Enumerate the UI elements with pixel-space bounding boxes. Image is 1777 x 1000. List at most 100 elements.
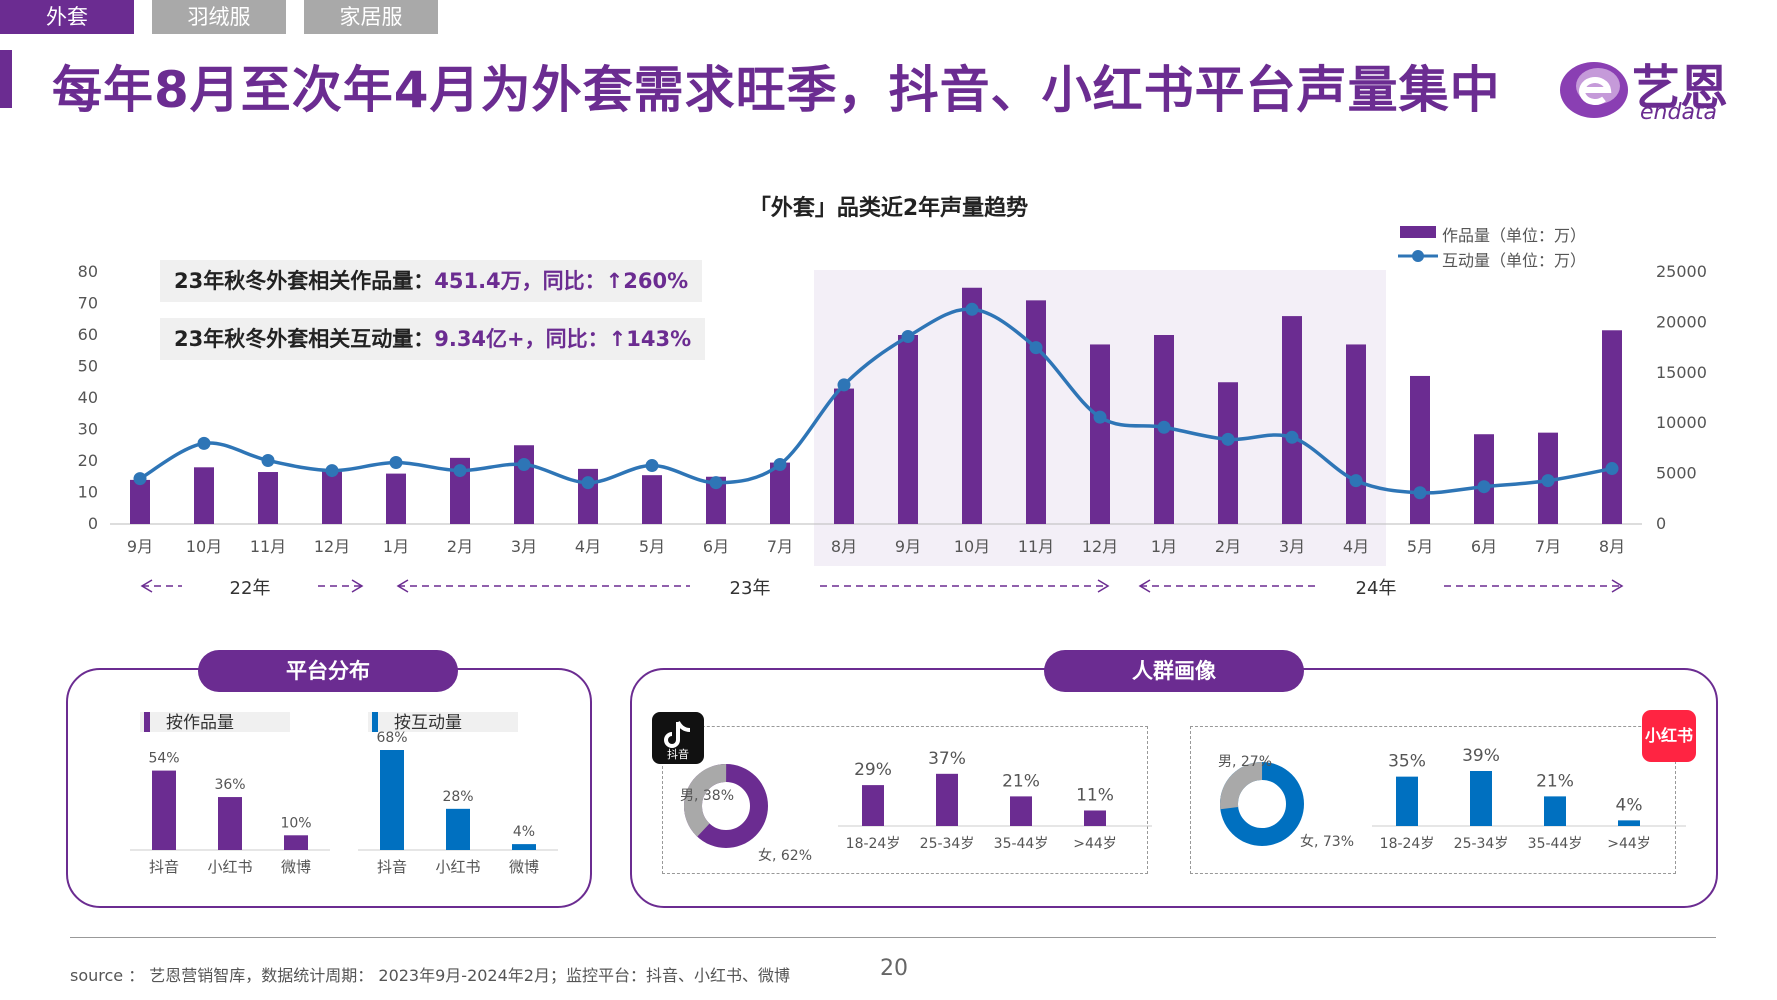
tab-coat[interactable]: 外套 [0, 0, 134, 34]
point-interactions [1349, 474, 1363, 488]
point-interactions [709, 476, 723, 490]
title-accent-bar [0, 50, 12, 108]
point-interactions [1413, 486, 1427, 500]
age-bar-label: 21% [1002, 771, 1040, 791]
douyin-note-icon [664, 721, 691, 748]
legend-bar-label: 作品量（单位：万） [1442, 226, 1587, 245]
age-bar [862, 785, 884, 826]
sub-title: 按作品量 [166, 713, 234, 733]
callout-works-label: 23年秋冬外套相关作品量： [174, 269, 435, 293]
age-bar-label: 37% [928, 749, 966, 769]
page-number: 20 [880, 956, 908, 981]
platform-bar-label: 4% [513, 824, 535, 840]
point-interactions [325, 464, 339, 478]
bar-works [1346, 344, 1366, 524]
bar-works [258, 472, 278, 524]
x-tick-label: 3月 [511, 537, 537, 556]
bar-works [322, 470, 342, 524]
year-arrow-left [140, 579, 153, 593]
y-left-tick: 30 [78, 420, 98, 439]
x-tick-label: 1月 [383, 537, 409, 556]
xhs-male-label: 男, 27% [1218, 754, 1272, 770]
x-tick-label: 6月 [703, 537, 729, 556]
bar-works [1282, 316, 1302, 524]
age-bar [936, 773, 958, 826]
chart-title: 「外套」品类近2年声量趋势 [748, 196, 1029, 221]
tab-loungewear[interactable]: 家居服 [304, 0, 438, 34]
x-tick-label: 7月 [767, 537, 793, 556]
x-tick-label: 3月 [1279, 537, 1305, 556]
y-right-tick: 20000 [1656, 312, 1707, 331]
y-left-tick: 10 [78, 483, 98, 502]
x-tick-label: 4月 [575, 537, 601, 556]
platform-bar-label: 36% [214, 777, 245, 793]
age-category: >44岁 [1607, 836, 1651, 852]
logo-name: 艺恩 [1632, 60, 1729, 116]
y-left-tick: 50 [78, 357, 98, 376]
point-interactions [389, 456, 403, 470]
y-left-tick: 20 [78, 451, 98, 470]
x-tick-label: 2月 [447, 537, 473, 556]
x-tick-label: 8月 [1599, 537, 1625, 556]
platform-bar [512, 844, 536, 850]
trend-chart: 0 10 20 30 40 50 60 70 80 0 5000 10000 15000 20000 250… [78, 262, 1707, 599]
point-interactions [133, 472, 147, 486]
bar-works [834, 388, 854, 524]
callout-interactions-value: 9.34亿+，同比：↑143% [434, 327, 692, 351]
x-tick-label: 10月 [954, 537, 990, 556]
x-tick-label: 2月 [1215, 537, 1241, 556]
audience-panel [630, 668, 1718, 908]
y-right-tick: 25000 [1656, 262, 1707, 281]
point-interactions [517, 458, 531, 472]
x-tick-label: 11月 [1018, 537, 1054, 556]
bar-works [194, 467, 214, 524]
age-bar-label: 29% [854, 760, 892, 780]
x-tick-label: 12月 [1082, 537, 1118, 556]
legend-bar-swatch [1400, 226, 1436, 238]
legend-line-swatch [1398, 250, 1438, 262]
year-label: 23年 [730, 578, 771, 599]
xhs-donut-male-arc [1219, 762, 1304, 846]
platform-bar [152, 770, 176, 850]
platform-bar-label: 68% [376, 730, 407, 746]
point-interactions [1221, 432, 1235, 446]
callout-interactions: 23年秋冬外套相关互动量：9.34亿+，同比：↑143% [160, 318, 706, 360]
platform-category: 小红书 [207, 858, 252, 876]
audience-charts: 男, 38% 女, 62% 29% 18-24岁 37% 25-34岁 21% 35-44岁 1… [680, 746, 1686, 864]
sub-title-bg [140, 712, 290, 732]
age-category: >44岁 [1073, 836, 1117, 852]
x-tick-label: 5月 [639, 537, 665, 556]
platform-bar [284, 835, 308, 850]
sub-title: 按互动量 [394, 713, 462, 733]
x-tick-label: 5月 [1407, 537, 1433, 556]
age-bar-label: 35% [1388, 752, 1426, 772]
year-label: 24年 [1356, 578, 1397, 599]
age-bar [1618, 820, 1640, 826]
age-bar-label: 4% [1616, 795, 1643, 815]
x-tick-label: 12月 [314, 537, 350, 556]
tab-down-jacket[interactable]: 羽绒服 [152, 0, 286, 34]
y-right-tick: 0 [1656, 514, 1666, 533]
point-interactions [1541, 474, 1555, 488]
y-left-tick: 70 [78, 294, 98, 313]
point-interactions [837, 378, 851, 392]
point-interactions [1477, 480, 1491, 494]
platform-category: 抖音 [377, 858, 407, 876]
callout-interactions-label: 23年秋冬外套相关互动量： [174, 327, 435, 351]
age-category: 18-24岁 [1380, 836, 1435, 852]
year-arrow-right [1097, 579, 1110, 593]
platform-category: 微博 [509, 858, 539, 876]
y-right-tick: 5000 [1656, 464, 1697, 483]
sub-title-marker [372, 712, 378, 732]
bar-works [642, 475, 662, 524]
audience-panel-title: 人群画像 [1044, 650, 1304, 692]
platform-panel-title: 平台分布 [198, 650, 458, 692]
age-category: 25-34岁 [1454, 836, 1509, 852]
bar-works [386, 473, 406, 524]
bar-works [706, 476, 726, 524]
point-interactions [261, 453, 275, 467]
y-right-tick: 15000 [1656, 363, 1707, 382]
x-tick-label: 11月 [250, 537, 286, 556]
point-interactions [645, 459, 659, 473]
